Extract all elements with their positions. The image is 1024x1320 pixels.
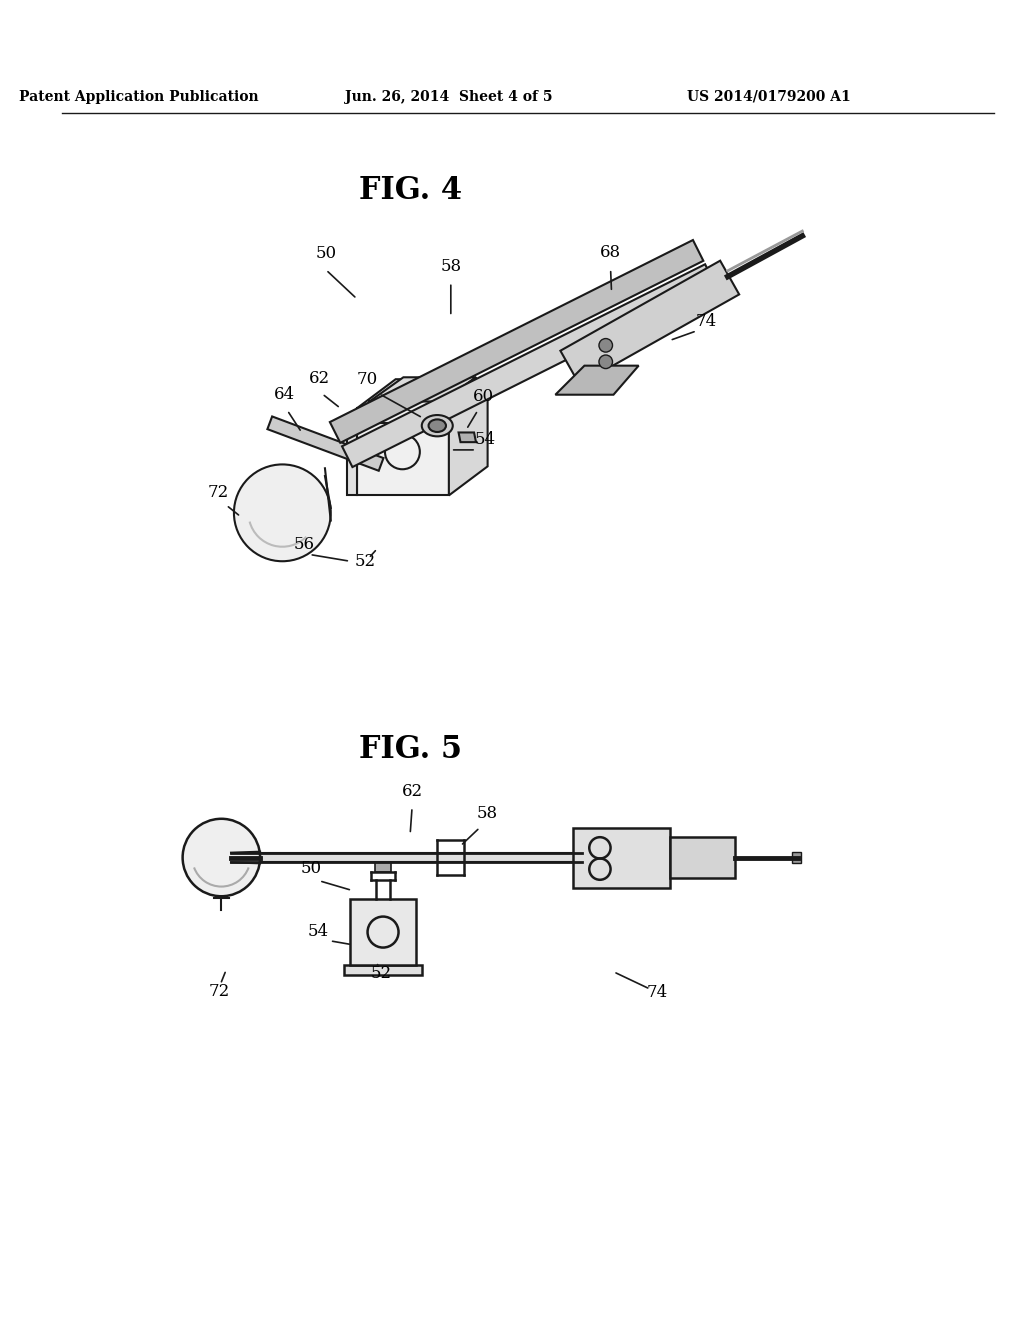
Text: US 2014/0179200 A1: US 2014/0179200 A1 [686, 90, 850, 103]
Text: 56: 56 [293, 536, 314, 553]
Text: 72: 72 [208, 484, 229, 502]
Text: 70: 70 [357, 371, 378, 388]
Text: 50: 50 [301, 861, 322, 876]
Polygon shape [357, 379, 487, 408]
Polygon shape [459, 433, 476, 442]
Text: 52: 52 [371, 965, 391, 982]
Polygon shape [267, 416, 383, 471]
Polygon shape [572, 828, 670, 887]
Polygon shape [347, 418, 357, 495]
Text: 60: 60 [473, 388, 495, 404]
Polygon shape [555, 366, 639, 395]
Polygon shape [342, 264, 716, 467]
Text: 72: 72 [209, 983, 230, 1001]
Text: 62: 62 [308, 370, 330, 387]
Polygon shape [350, 899, 416, 965]
Text: 58: 58 [477, 805, 498, 822]
Text: 54: 54 [475, 432, 497, 447]
Polygon shape [792, 851, 802, 863]
Circle shape [182, 818, 260, 896]
Text: 62: 62 [401, 783, 423, 800]
Text: 58: 58 [440, 257, 462, 275]
Polygon shape [344, 965, 422, 974]
Polygon shape [376, 862, 391, 873]
Text: 54: 54 [307, 923, 329, 940]
Text: Jun. 26, 2014  Sheet 4 of 5: Jun. 26, 2014 Sheet 4 of 5 [345, 90, 553, 103]
Circle shape [599, 355, 612, 368]
Text: 52: 52 [355, 553, 376, 570]
Polygon shape [330, 240, 703, 442]
Polygon shape [670, 837, 735, 878]
Polygon shape [357, 408, 449, 495]
Polygon shape [370, 378, 476, 401]
Text: 50: 50 [315, 246, 337, 263]
Polygon shape [560, 260, 739, 384]
Text: FIG. 5: FIG. 5 [358, 734, 462, 764]
Polygon shape [370, 401, 442, 422]
Text: 68: 68 [600, 244, 622, 261]
Polygon shape [442, 378, 476, 422]
Polygon shape [231, 853, 583, 862]
Circle shape [599, 338, 612, 352]
Text: FIG. 4: FIG. 4 [358, 176, 462, 206]
Text: 74: 74 [695, 313, 717, 330]
Text: 74: 74 [646, 983, 668, 1001]
Ellipse shape [429, 420, 446, 432]
Text: Patent Application Publication: Patent Application Publication [19, 90, 259, 103]
Text: 64: 64 [273, 385, 295, 403]
Ellipse shape [422, 414, 453, 437]
Circle shape [233, 465, 331, 561]
Polygon shape [449, 379, 487, 495]
